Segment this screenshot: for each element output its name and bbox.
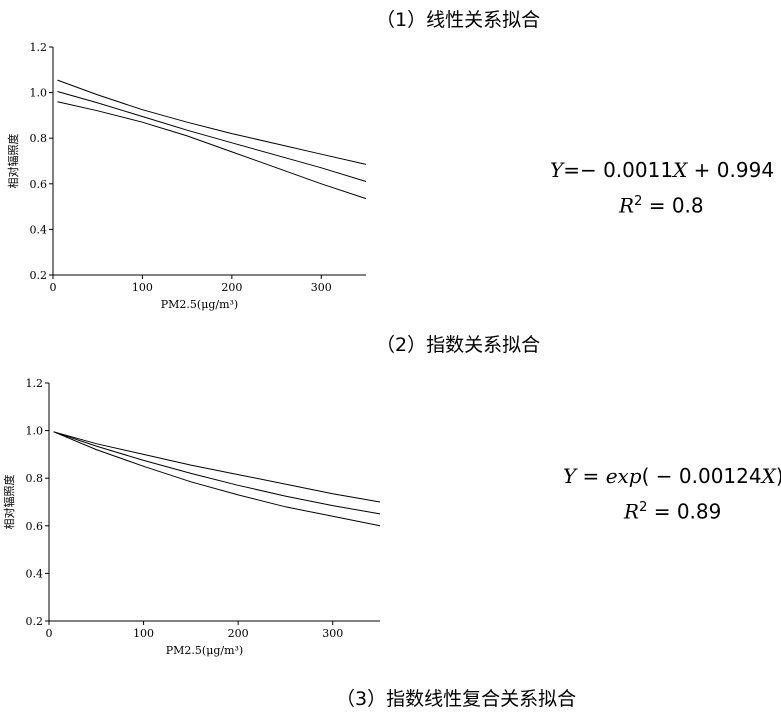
r-squared-exponential: R2 = 0.89 bbox=[624, 494, 721, 526]
eq-eq: = bbox=[576, 464, 605, 488]
r2-label: R bbox=[624, 500, 639, 524]
series-line-3 bbox=[54, 432, 380, 526]
eq-close: ) bbox=[776, 464, 781, 488]
x-tick-label: 300 bbox=[322, 627, 343, 640]
axes: 0.2 0.4 0.6 0.8 1.0 1.2 0 100 200 300 PM2.5(μg/m³)… bbox=[2, 377, 380, 657]
y-tick-label: 0.6 bbox=[26, 520, 44, 533]
y-axis-title: 相对辐照度 bbox=[2, 475, 16, 530]
x-axis-title: PM2.5(μg/m³) bbox=[166, 644, 243, 657]
series-line-1 bbox=[54, 432, 380, 502]
r2-value: = 0.89 bbox=[647, 500, 721, 524]
series-line-2 bbox=[54, 432, 380, 514]
eq-x: X bbox=[762, 464, 776, 488]
equation-exponential: Y = exp( − 0.00124X) bbox=[563, 462, 781, 490]
x-tick-label: 200 bbox=[228, 627, 249, 640]
eq-arg: ( − 0.00124 bbox=[642, 464, 762, 488]
eq-lhs: Y bbox=[563, 464, 576, 488]
y-tick-label: 0.2 bbox=[26, 615, 44, 628]
eq-fn: exp bbox=[606, 464, 642, 488]
y-tick-label: 0.8 bbox=[26, 472, 44, 485]
y-tick-label: 1.0 bbox=[26, 425, 44, 438]
y-tick-label: 0.4 bbox=[26, 567, 44, 580]
y-tick-label: 1.2 bbox=[26, 377, 44, 390]
chart-exponential: 0.2 0.4 0.6 0.8 1.0 1.2 0 100 200 300 PM2.5(μg/m³)… bbox=[0, 0, 781, 680]
x-tick-label: 0 bbox=[46, 627, 53, 640]
x-tick-label: 100 bbox=[133, 627, 154, 640]
heading-composite-fit: （3）指数线性复合关系拟合 bbox=[336, 684, 576, 711]
